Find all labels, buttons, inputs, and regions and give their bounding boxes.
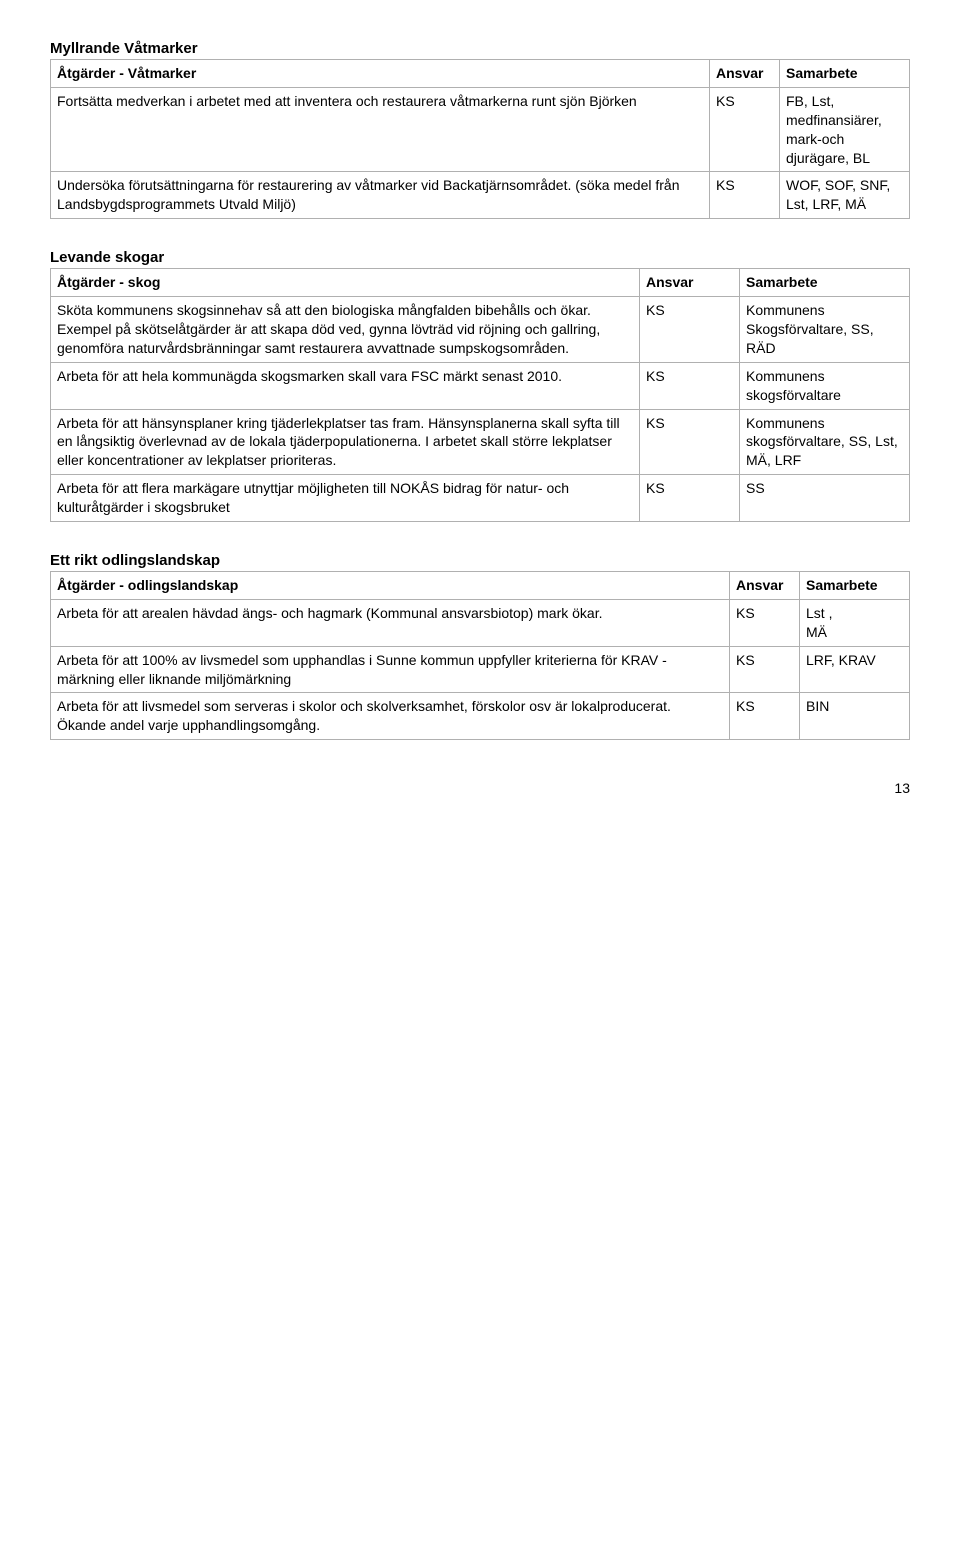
cell-atgard: Arbeta för att livsmedel som serveras i … — [51, 693, 730, 740]
table-row: Arbeta för att flera markägare utnyttjar… — [51, 475, 910, 522]
section: Ett rikt odlingslandskap Åtgärder - odlin… — [50, 552, 910, 740]
cell-atgard: Arbeta för att 100% av livsmedel som upp… — [51, 646, 730, 693]
cell-atgard: Arbeta för att hela kommunägda skogsmark… — [51, 362, 640, 409]
table-row: Arbeta för att arealen hävdad ängs- och … — [51, 599, 910, 646]
table-row: Undersöka förutsättningarna för restaure… — [51, 172, 910, 219]
table-row: Sköta kommunens skogsinnehav så att den … — [51, 297, 910, 363]
section: Myllrande Våtmarker Åtgärder - VåtmarkerA… — [50, 40, 910, 219]
cell-atgard: Arbeta för att arealen hävdad ängs- och … — [51, 599, 730, 646]
table-row: Arbeta för att hänsynsplaner kring tjäde… — [51, 409, 910, 475]
table-row: Arbeta för att 100% av livsmedel som upp… — [51, 646, 910, 693]
cell-samarbete: BIN — [800, 693, 910, 740]
cell-ansvar: KS — [710, 87, 780, 172]
section: Levande skogar Åtgärder - skogAnsvarSamar… — [50, 249, 910, 522]
cell-samarbete: SS — [740, 475, 910, 522]
cell-ansvar: KS — [730, 693, 800, 740]
column-header: Åtgärder - odlingslandskap — [51, 572, 730, 600]
section-title: Myllrande Våtmarker — [50, 40, 910, 57]
cell-samarbete: Lst , MÄ — [800, 599, 910, 646]
cell-samarbete: LRF, KRAV — [800, 646, 910, 693]
table-header-row: Åtgärder - VåtmarkerAnsvarSamarbete — [51, 60, 910, 88]
cell-ansvar: KS — [640, 475, 740, 522]
column-header: Åtgärder - Våtmarker — [51, 60, 710, 88]
section-title: Ett rikt odlingslandskap — [50, 552, 910, 569]
table-row: Arbeta för att livsmedel som serveras i … — [51, 693, 910, 740]
data-table: Åtgärder - skogAnsvarSamarbeteSköta komm… — [50, 268, 910, 522]
cell-atgard: Sköta kommunens skogsinnehav så att den … — [51, 297, 640, 363]
table-header-row: Åtgärder - skogAnsvarSamarbete — [51, 269, 910, 297]
cell-ansvar: KS — [730, 599, 800, 646]
column-header: Ansvar — [730, 572, 800, 600]
cell-ansvar: KS — [710, 172, 780, 219]
cell-samarbete: Kommunens skogsförvaltare — [740, 362, 910, 409]
cell-samarbete: Kommunens Skogsförvaltare, SS, RÄD — [740, 297, 910, 363]
data-table: Åtgärder - VåtmarkerAnsvarSamarbeteForts… — [50, 59, 910, 219]
column-header: Samarbete — [780, 60, 910, 88]
section-title: Levande skogar — [50, 249, 910, 266]
cell-ansvar: KS — [730, 646, 800, 693]
column-header: Ansvar — [710, 60, 780, 88]
cell-samarbete: FB, Lst, medfinansiärer, mark-och djuräg… — [780, 87, 910, 172]
cell-atgard: Undersöka förutsättningarna för restaure… — [51, 172, 710, 219]
cell-samarbete: WOF, SOF, SNF, Lst, LRF, MÄ — [780, 172, 910, 219]
table-row: Fortsätta medverkan i arbetet med att in… — [51, 87, 910, 172]
cell-atgard: Arbeta för att hänsynsplaner kring tjäde… — [51, 409, 640, 475]
data-table: Åtgärder - odlingslandskapAnsvarSamarbet… — [50, 571, 910, 740]
cell-atgard: Fortsätta medverkan i arbetet med att in… — [51, 87, 710, 172]
column-header: Samarbete — [740, 269, 910, 297]
cell-atgard: Arbeta för att flera markägare utnyttjar… — [51, 475, 640, 522]
column-header: Samarbete — [800, 572, 910, 600]
cell-samarbete: Kommunens skogsförvaltare, SS, Lst, MÄ, … — [740, 409, 910, 475]
page-number: 13 — [50, 780, 910, 796]
cell-ansvar: KS — [640, 409, 740, 475]
table-header-row: Åtgärder - odlingslandskapAnsvarSamarbet… — [51, 572, 910, 600]
column-header: Åtgärder - skog — [51, 269, 640, 297]
table-row: Arbeta för att hela kommunägda skogsmark… — [51, 362, 910, 409]
column-header: Ansvar — [640, 269, 740, 297]
cell-ansvar: KS — [640, 297, 740, 363]
cell-ansvar: KS — [640, 362, 740, 409]
